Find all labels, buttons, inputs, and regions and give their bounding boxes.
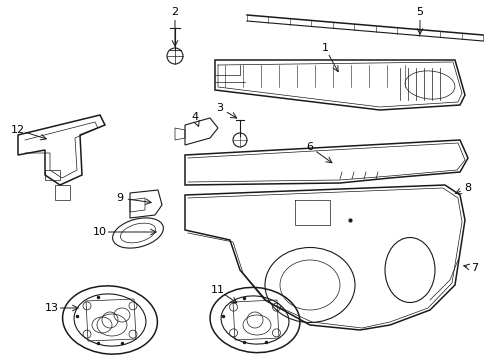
Text: 5: 5 — [416, 7, 423, 17]
Text: 6: 6 — [306, 142, 313, 152]
Text: 3: 3 — [216, 103, 223, 113]
Text: 1: 1 — [321, 43, 328, 53]
Text: 4: 4 — [191, 112, 198, 122]
Text: 11: 11 — [210, 285, 224, 295]
Text: 10: 10 — [93, 227, 107, 237]
Text: 2: 2 — [171, 7, 178, 17]
Text: 12: 12 — [11, 125, 25, 135]
Text: 7: 7 — [470, 263, 478, 273]
Text: 9: 9 — [116, 193, 123, 203]
Text: 13: 13 — [45, 303, 59, 313]
Text: 8: 8 — [464, 183, 470, 193]
